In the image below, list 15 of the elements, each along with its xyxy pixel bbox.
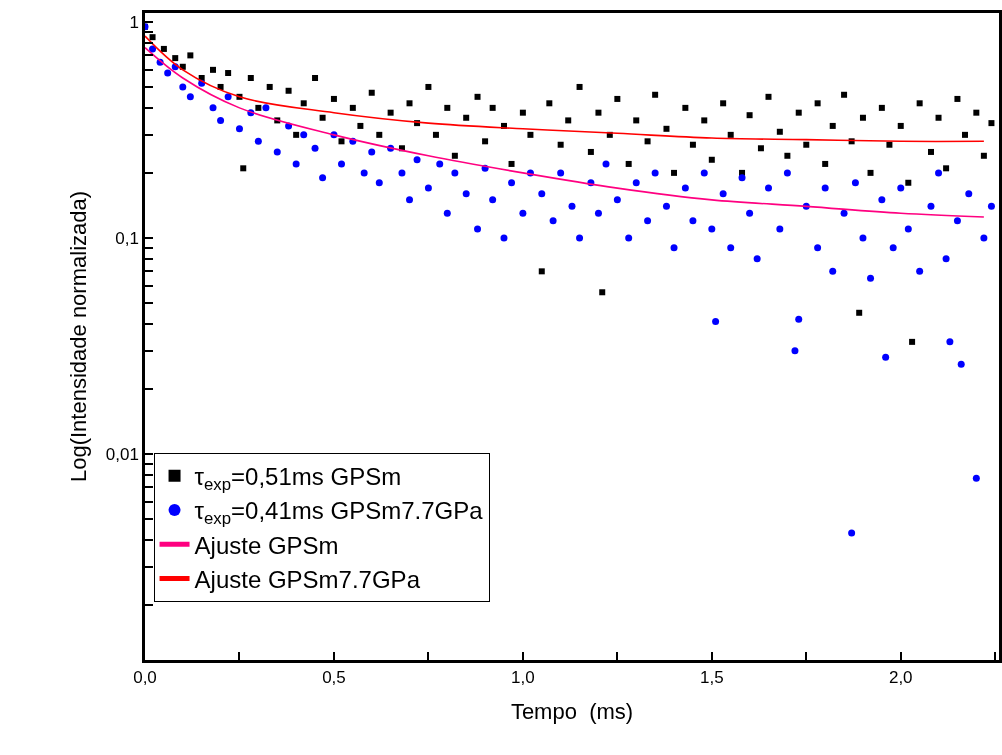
legend-label: τ$_{exp}$=0,41ms GPSm7.7GPa bbox=[194, 497, 484, 529]
x-tick-label: 1,0 bbox=[511, 668, 535, 688]
legend-label: τ$_{exp}$=0,51ms GPSm bbox=[194, 463, 402, 495]
x-tick-label: 2,0 bbox=[888, 668, 913, 688]
line-series bbox=[145, 46, 985, 218]
legend-label: Ajuste GPSm bbox=[194, 531, 339, 559]
y-tick-label: 1 bbox=[129, 12, 139, 32]
x-tick-label: 0,5 bbox=[322, 668, 346, 688]
x-tick-label: 0,0 bbox=[133, 668, 157, 688]
y-axis-title: Log(Intensidade normalizada) bbox=[65, 190, 91, 483]
x-tick-label: 1,5 bbox=[699, 668, 724, 688]
x-axis-title: Tempo (ms) bbox=[510, 699, 634, 725]
legend-label: Ajuste GPSm7.7GPa bbox=[194, 565, 421, 593]
y-tick-label: 0,01 bbox=[105, 444, 139, 464]
y-tick-label: 0,1 bbox=[115, 228, 139, 248]
